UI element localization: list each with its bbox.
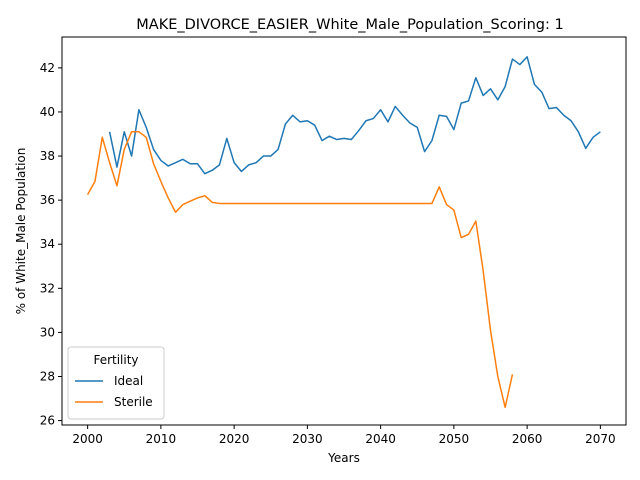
y-axis: 26 28 30 32 34 36 38 40 42 <box>40 61 62 428</box>
y-tick-label: 36 <box>40 193 55 207</box>
legend: Fertility Ideal Sterile <box>67 346 165 420</box>
series-line-ideal <box>108 56 601 175</box>
x-tick-label: 2070 <box>585 432 616 446</box>
legend-title: Fertility <box>93 353 138 367</box>
x-tick-label: 2030 <box>292 432 323 446</box>
x-tick-label: 2050 <box>439 432 470 446</box>
chart-title: MAKE_DIVORCE_EASIER_White_Male_Populatio… <box>136 17 563 33</box>
x-tick-label: 2040 <box>365 432 396 446</box>
x-tick-label: 2000 <box>72 432 103 446</box>
legend-box <box>67 346 165 420</box>
legend-label-ideal: Ideal <box>114 374 143 388</box>
x-tick-label: 2020 <box>219 432 250 446</box>
legend-label-sterile: Sterile <box>114 395 153 409</box>
y-tick-label: 26 <box>40 414 55 428</box>
y-tick-label: 30 <box>40 325 55 339</box>
y-tick-label: 40 <box>40 105 55 119</box>
y-tick-label: 42 <box>40 61 55 75</box>
y-tick-label: 28 <box>40 370 55 384</box>
x-axis: 2000 2010 2020 2030 2040 2050 2060 2070 <box>72 425 616 446</box>
y-tick-label: 34 <box>40 237 55 251</box>
plot-frame <box>61 36 627 426</box>
y-tick-label: 32 <box>40 281 55 295</box>
x-tick-label: 2060 <box>512 432 543 446</box>
x-tick-label: 2010 <box>146 432 177 446</box>
series-line-sterile <box>86 131 514 409</box>
series-layer <box>86 56 601 409</box>
x-axis-label: Years <box>327 451 360 465</box>
y-axis-label: % of White_Male Population <box>14 148 28 315</box>
y-tick-label: 38 <box>40 149 55 163</box>
